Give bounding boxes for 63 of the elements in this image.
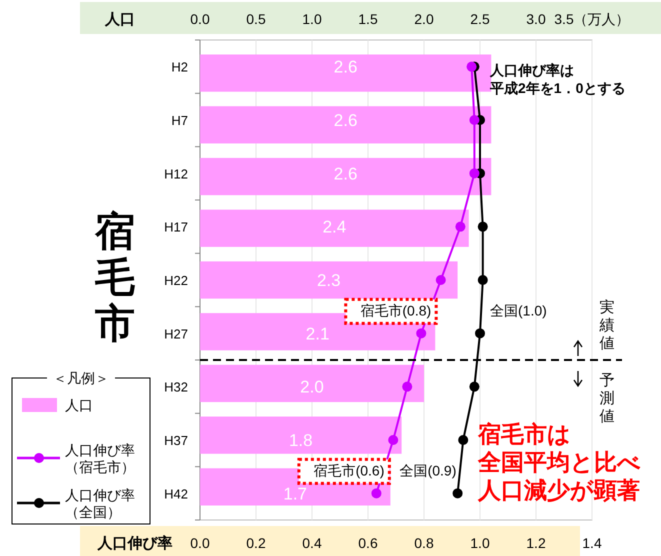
x2-tick-label: 1.0 bbox=[302, 11, 322, 27]
data-label: 1.8 bbox=[288, 431, 313, 450]
point bbox=[455, 222, 466, 232]
data-label: 2.6 bbox=[334, 111, 358, 130]
legend-label: 人口 bbox=[65, 397, 93, 413]
x-tick-label: 1.0 bbox=[470, 535, 490, 551]
annotation: 宿毛市(0.6) bbox=[314, 462, 384, 478]
x2-tick-label: 0.5 bbox=[246, 11, 266, 27]
x2-tick-label: 1.5 bbox=[358, 11, 378, 27]
x2-axis-title: 人口 bbox=[104, 11, 135, 28]
annotation: 人口伸び率は平成2年を1．0とする bbox=[489, 62, 626, 96]
x-tick-label: 0.6 bbox=[358, 535, 378, 551]
x-axis-title: 人口伸び率 bbox=[96, 534, 172, 552]
y-tick-label: H12 bbox=[164, 166, 188, 182]
data-label: 2.0 bbox=[300, 378, 324, 397]
annotation: 全国(1.0) bbox=[490, 302, 547, 318]
y-tick-label: H7 bbox=[171, 113, 188, 128]
data-label: 2.1 bbox=[306, 324, 330, 344]
x-tick-label: 1.2 bbox=[526, 535, 546, 551]
text: 予測値 bbox=[600, 372, 614, 425]
data-label: 2.4 bbox=[322, 218, 346, 237]
point bbox=[478, 275, 488, 285]
x2-tick-label: 2.5 bbox=[470, 11, 490, 27]
point bbox=[478, 222, 488, 232]
legend-label: 人口伸び率（全国） bbox=[65, 487, 135, 520]
point bbox=[436, 275, 446, 285]
point bbox=[458, 435, 468, 445]
point bbox=[469, 168, 480, 178]
y-tick-label: H17 bbox=[164, 220, 188, 235]
x-tick-label: 0.0 bbox=[190, 535, 210, 551]
point bbox=[416, 328, 426, 338]
x2-tick-label: 3.5（万人） bbox=[554, 11, 630, 27]
point bbox=[469, 115, 480, 125]
y-tick-label: H22 bbox=[164, 273, 188, 288]
point bbox=[452, 488, 463, 498]
x-tick-label: 1.4 bbox=[582, 535, 602, 551]
point bbox=[466, 62, 477, 72]
legend-title: ＜凡例＞ bbox=[53, 370, 109, 386]
y-tick-label: H37 bbox=[164, 433, 188, 448]
point bbox=[469, 382, 480, 392]
data-label: 2.3 bbox=[316, 271, 341, 290]
x-tick-label: 0.4 bbox=[302, 535, 322, 551]
data-label: 2.6 bbox=[334, 164, 358, 184]
annotation: 宿毛市(0.8) bbox=[360, 302, 432, 318]
y-tick-label: H2 bbox=[171, 60, 188, 75]
point bbox=[402, 382, 412, 392]
point bbox=[475, 328, 485, 338]
text: 宿毛市 bbox=[94, 210, 135, 346]
point bbox=[371, 488, 382, 498]
y-tick-label: H32 bbox=[164, 380, 188, 395]
x-tick-label: 0.8 bbox=[414, 535, 434, 551]
point bbox=[388, 435, 398, 445]
x-tick-label: 0.2 bbox=[246, 535, 266, 551]
text: 実績値 bbox=[598, 299, 614, 352]
data-label: 1.7 bbox=[283, 484, 308, 504]
y-tick-label: H42 bbox=[164, 486, 188, 502]
data-label: 2.6 bbox=[334, 58, 358, 77]
annotation: 全国(0.9) bbox=[400, 462, 456, 478]
legend-label: 人口伸び率（宿毛市） bbox=[65, 442, 135, 475]
x2-tick-label: 3.0 bbox=[526, 11, 546, 27]
x2-tick-label: 2.0 bbox=[414, 11, 434, 27]
x2-tick-label: 0.0 bbox=[190, 11, 210, 27]
y-tick-label: H27 bbox=[164, 326, 188, 342]
